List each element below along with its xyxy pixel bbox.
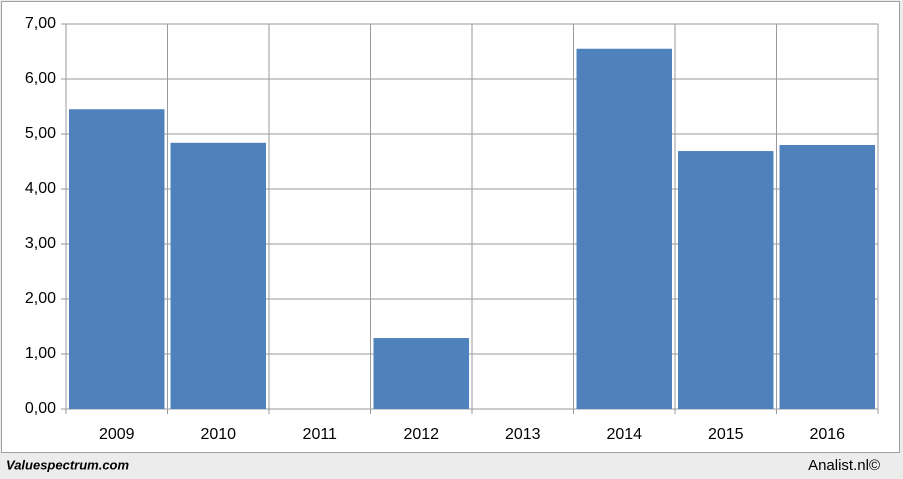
bar — [69, 109, 165, 409]
y-tick-label: 7,00 — [25, 15, 56, 32]
x-tick-label: 2014 — [606, 426, 642, 443]
x-tick-label: 2012 — [403, 426, 439, 443]
bar — [576, 48, 672, 409]
y-tick-label: 1,00 — [25, 345, 56, 362]
y-tick-label: 2,00 — [25, 290, 56, 307]
x-tick-label: 2013 — [505, 426, 541, 443]
y-tick-label: 0,00 — [25, 400, 56, 417]
y-tick-label: 5,00 — [25, 125, 56, 142]
x-tick-label: 2015 — [708, 426, 744, 443]
x-tick-label: 2010 — [200, 426, 236, 443]
y-tick-label: 4,00 — [25, 180, 56, 197]
y-tick-label: 6,00 — [25, 70, 56, 87]
footer-left: Valuespectrum.com — [6, 457, 130, 472]
y-tick-label: 3,00 — [25, 235, 56, 252]
x-tick-label: 2009 — [99, 426, 135, 443]
bar — [373, 338, 469, 409]
bar — [678, 151, 774, 410]
x-tick-label: 2016 — [809, 426, 845, 443]
bar — [170, 142, 266, 410]
footer-right: Analist.nl© — [808, 457, 880, 474]
bar — [779, 145, 875, 409]
x-tick-label: 2011 — [303, 426, 338, 443]
